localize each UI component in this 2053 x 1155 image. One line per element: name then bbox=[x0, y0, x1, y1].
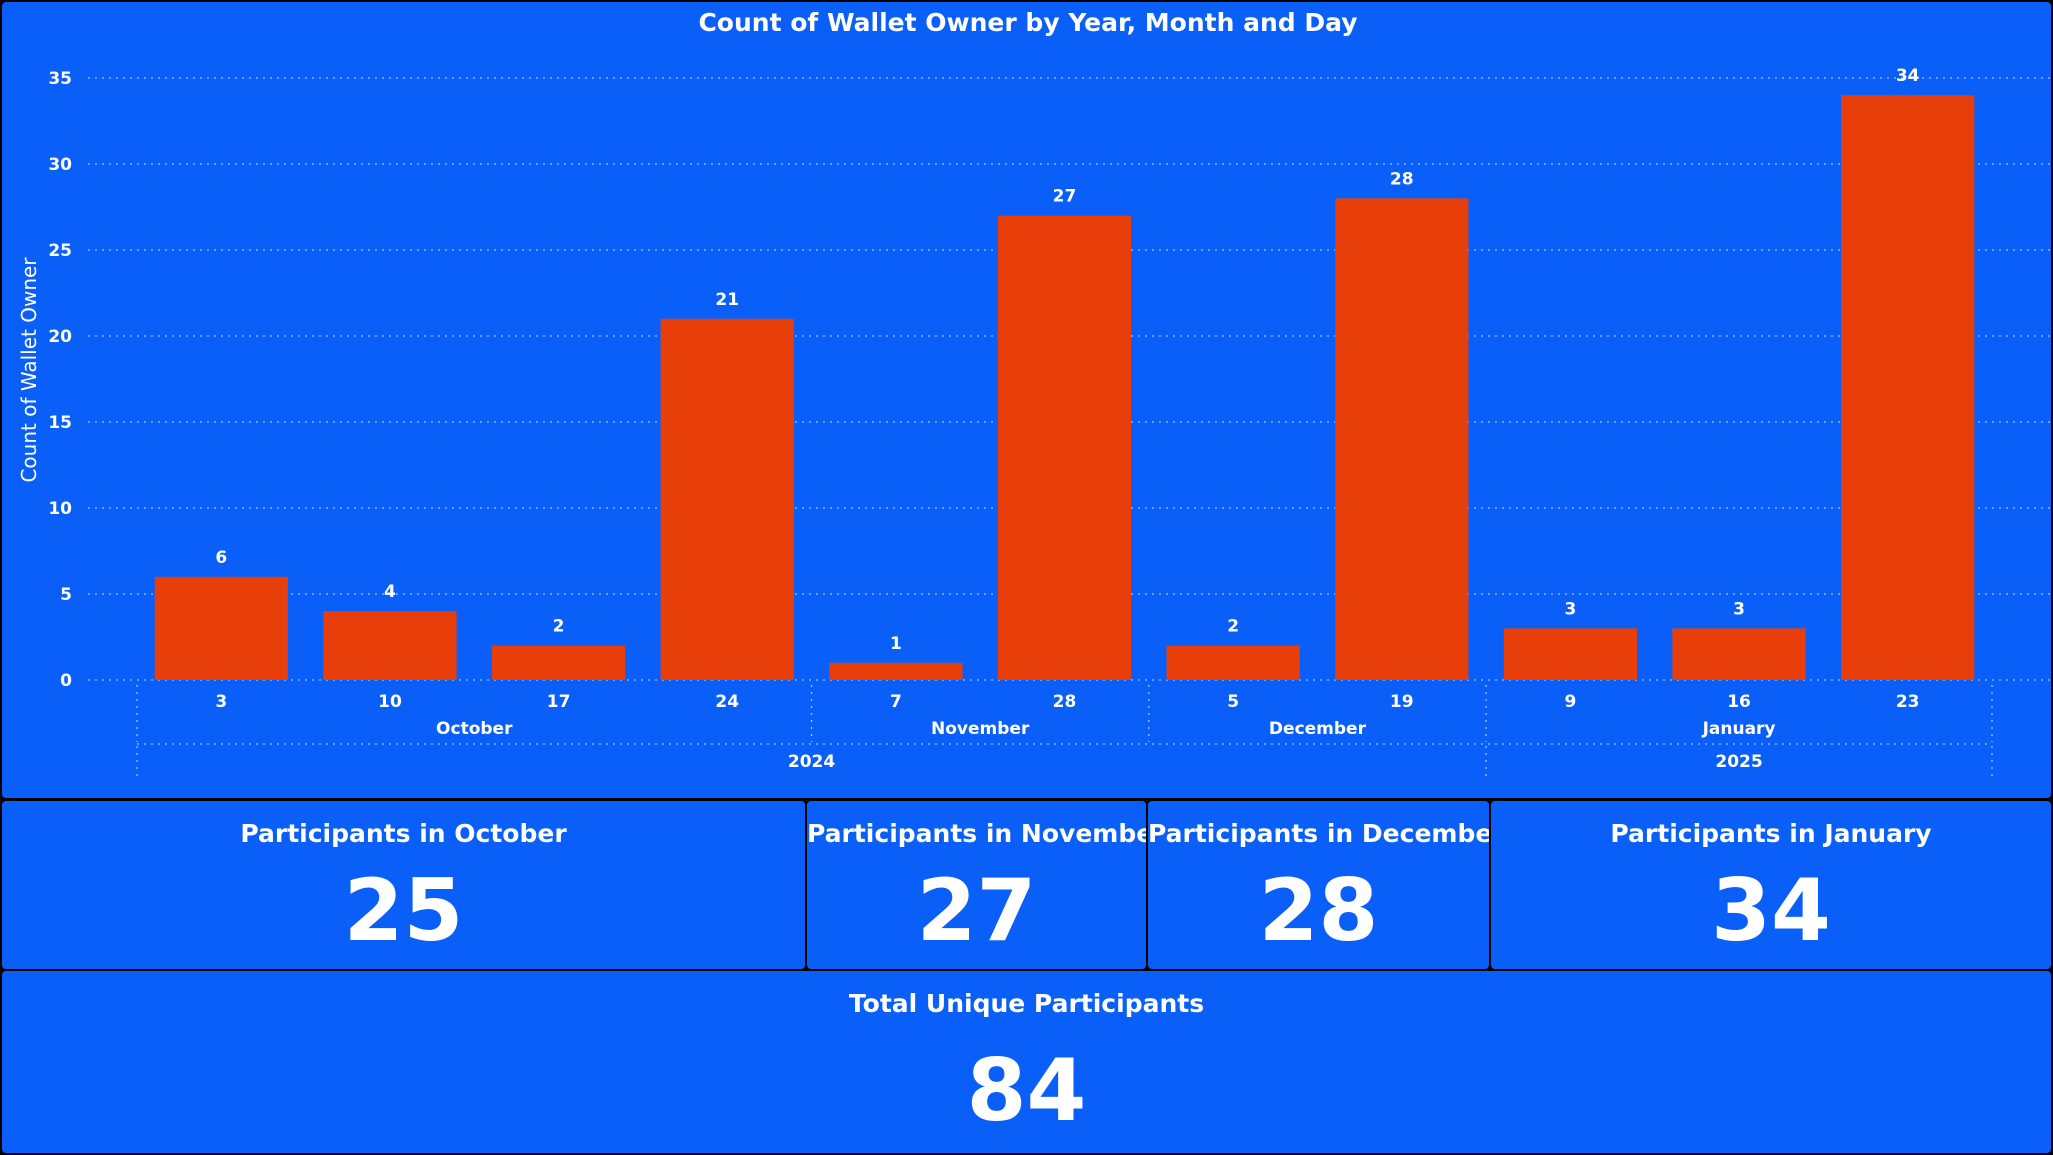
chart-title: Count of Wallet Owner by Year, Month and… bbox=[698, 8, 1357, 37]
data-label: 3 bbox=[1733, 599, 1745, 619]
x-tick-label-day: 24 bbox=[715, 692, 739, 712]
x-tick-label-day: 23 bbox=[1896, 692, 1920, 712]
x-tick-label-day: 3 bbox=[215, 692, 227, 712]
x-tick-label-day: 10 bbox=[378, 692, 402, 712]
card-total-title: Total Unique Participants bbox=[848, 989, 1205, 1018]
data-labels: 6 4 2 21 1 27 2 28 3 3 34 bbox=[215, 66, 1919, 654]
y-tick-label: 15 bbox=[48, 413, 72, 433]
data-label: 2 bbox=[1227, 617, 1239, 637]
data-label: 28 bbox=[1390, 169, 1414, 189]
bar bbox=[997, 215, 1132, 680]
x-tick-label-day: 9 bbox=[1564, 692, 1576, 712]
y-tick-label: 5 bbox=[60, 585, 72, 605]
x-tick-label-month: December bbox=[1269, 719, 1367, 739]
x-tick-label-day: 5 bbox=[1227, 692, 1239, 712]
x-tick-label-day: 19 bbox=[1390, 692, 1414, 712]
y-axis-ticks: 0 5 10 15 20 25 30 35 bbox=[48, 69, 72, 691]
card-january-value: 34 bbox=[1711, 861, 1831, 961]
y-tick-label: 30 bbox=[48, 155, 72, 175]
data-label: 2 bbox=[553, 617, 565, 637]
chart-panel: Count of Wallet Owner by Year, Month and… bbox=[0, 0, 2053, 800]
data-label: 4 bbox=[384, 582, 396, 602]
x-tick-label-day: 16 bbox=[1727, 692, 1751, 712]
x-tick-label-month: January bbox=[1702, 719, 1776, 739]
bar bbox=[491, 645, 626, 680]
x-tick-label-year: 2024 bbox=[788, 752, 835, 772]
x-tick-label-day: 28 bbox=[1053, 692, 1077, 712]
data-label: 6 bbox=[215, 548, 227, 568]
y-tick-label: 35 bbox=[48, 69, 72, 89]
x-tick-label-year: 2025 bbox=[1715, 752, 1762, 772]
card-october: Participants in October 25 bbox=[0, 799, 807, 971]
card-december-value: 28 bbox=[1258, 861, 1379, 961]
card-november: Participants in November 27 bbox=[805, 799, 1166, 971]
card-january: Participants in January 34 bbox=[1489, 799, 2053, 971]
card-december: Participants in December 28 bbox=[1146, 799, 1505, 971]
bar bbox=[1335, 198, 1469, 680]
card-october-value: 25 bbox=[343, 861, 464, 961]
card-october-title: Participants in October bbox=[240, 819, 567, 848]
x-tick-label-month: November bbox=[931, 719, 1030, 739]
data-label: 21 bbox=[715, 290, 739, 310]
bar bbox=[829, 662, 963, 680]
data-label: 1 bbox=[890, 634, 902, 654]
x-tick-label-day: 17 bbox=[547, 692, 571, 712]
x-axis-hierarchy: 3 10 17 24 7 28 5 19 9 16 23 October November Decembe… bbox=[136, 685, 1993, 778]
x-tick-label-month: October bbox=[436, 719, 513, 739]
card-december-title: Participants in December bbox=[1148, 819, 1505, 848]
bar bbox=[323, 611, 457, 680]
bar bbox=[154, 576, 288, 680]
card-november-title: Participants in November bbox=[807, 819, 1166, 848]
bar bbox=[1503, 628, 1638, 680]
bar bbox=[1672, 628, 1806, 680]
bars bbox=[154, 95, 1975, 680]
card-total: Total Unique Participants 84 bbox=[0, 969, 2053, 1155]
y-tick-label: 20 bbox=[48, 327, 72, 347]
x-tick-label-day: 7 bbox=[890, 692, 902, 712]
data-label: 34 bbox=[1896, 66, 1920, 86]
card-november-value: 27 bbox=[916, 861, 1037, 961]
card-total-value: 84 bbox=[966, 1041, 1087, 1141]
bar bbox=[1841, 95, 1975, 680]
y-tick-label: 10 bbox=[48, 499, 72, 519]
bar bbox=[660, 318, 794, 680]
data-label: 3 bbox=[1564, 599, 1576, 619]
y-tick-label: 25 bbox=[48, 241, 72, 261]
data-label: 27 bbox=[1053, 187, 1077, 207]
bar-chart: Count of Wallet Owner by Year, Month and… bbox=[17, 8, 2050, 778]
card-january-title: Participants in January bbox=[1610, 819, 1932, 848]
bar bbox=[1166, 645, 1300, 680]
y-tick-label: 0 bbox=[60, 671, 72, 691]
y-axis-title: Count of Wallet Owner bbox=[17, 257, 41, 483]
